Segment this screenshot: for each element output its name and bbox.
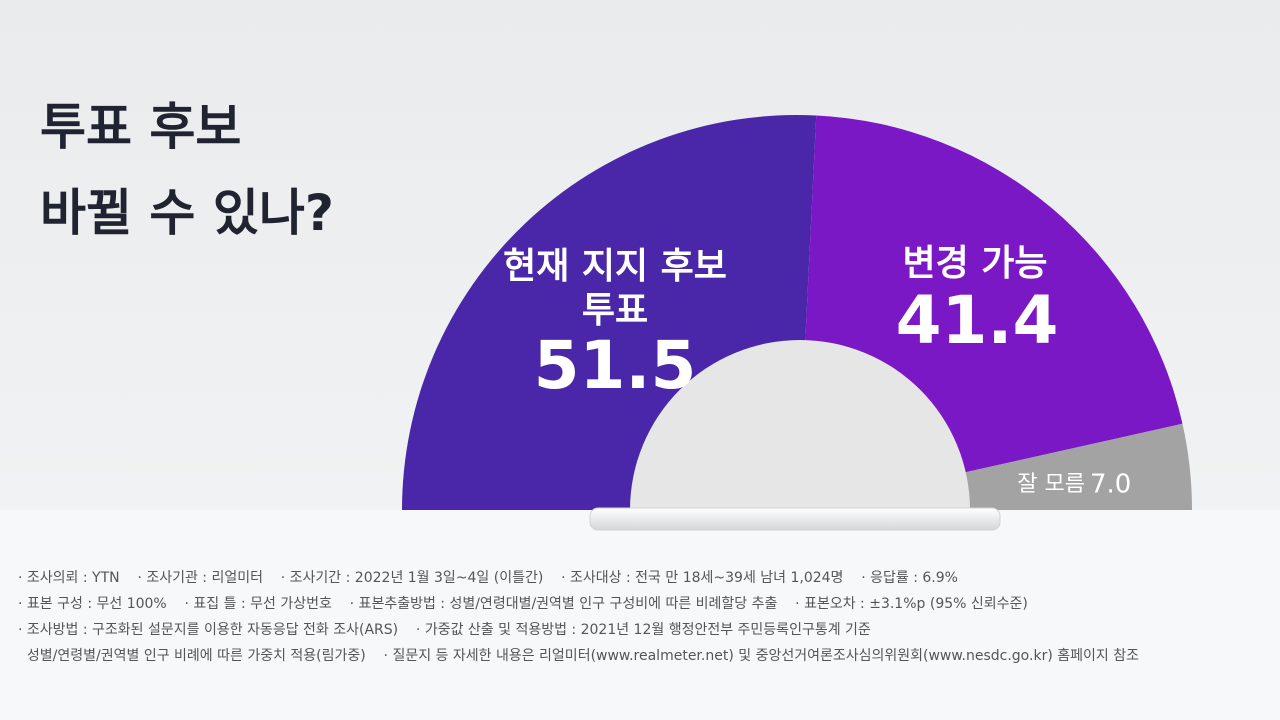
label: 변경 가능 [902,243,1047,284]
floor [0,510,1280,720]
footnote: · 표본 구성 : 무선 100% · 표집 틀 : 무선 가상번호 · 표본추… [18,596,1028,612]
label: 현재 지지 후보 투표 [503,246,727,331]
value-label: 41.4 [896,282,1059,359]
value-label: 51.5 [534,327,697,404]
center-disc [630,340,970,510]
label: 잘 모름 [1017,472,1085,497]
footnote: · 조사의뢰 : YTN · 조사기관 : 리얼미터 · 조사기간 : 2022… [18,570,958,586]
base-plate [589,507,1001,531]
value-label: 7.0 [1090,470,1131,500]
chart-title: 투표 후보 바뀔 수 있나? [40,98,334,242]
footnote: · 조사방법 : 구조화된 설문지를 이용한 자동응답 전화 조사(ARS) ·… [18,622,871,638]
chart-title-text: 투표 후보 바뀔 수 있나? [40,98,334,242]
footnote: 성별/연령별/권역별 인구 비례에 따른 가중치 적용(림가중) · 질문지 등… [18,648,1139,664]
